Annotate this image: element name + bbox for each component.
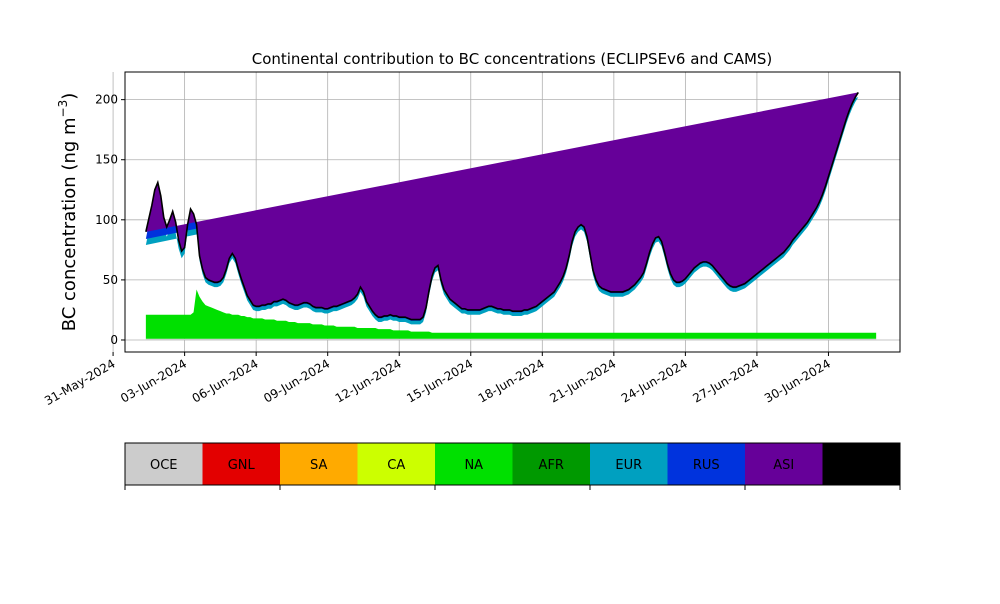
legend-label-afr: AFR	[539, 458, 564, 473]
y-tick-label: 150	[95, 153, 118, 167]
total-outline	[145, 92, 859, 321]
x-tick-label: 30-Jun-2024	[762, 356, 833, 405]
legend-label-sa: SA	[310, 458, 327, 473]
legend-swatch-eur	[590, 443, 668, 485]
area-asi	[145, 92, 859, 320]
y-tick-label: 50	[103, 273, 118, 287]
legend-swatch-ca	[357, 443, 435, 485]
y-tick-label: 200	[95, 93, 118, 107]
stacked-areas	[145, 92, 877, 340]
x-axis: 31-May-2024 03-Jun-2024 06-Jun-2024 09-Jun-…	[42, 352, 833, 408]
y-tick-label: 100	[95, 213, 118, 227]
legend-frame	[124, 442, 901, 486]
x-tick-label: 12-Jun-2024	[333, 356, 404, 405]
y-axis-label-close: )	[59, 93, 80, 100]
legend-swatch-gnl	[202, 443, 280, 485]
legend-swatch-oce	[125, 443, 203, 485]
area-oce	[145, 338, 877, 340]
legend-label-oce: OCE	[150, 458, 178, 473]
x-tick-label: 24-Jun-2024	[619, 356, 690, 405]
legend-swatch-sa	[280, 443, 358, 485]
legend-label-na: NA	[464, 458, 483, 473]
x-tick-label: 18-Jun-2024	[476, 356, 547, 405]
x-tick-label: 27-Jun-2024	[690, 356, 761, 405]
y-tick-label: 0	[110, 333, 118, 347]
area-na	[145, 289, 877, 339]
total-line	[145, 92, 859, 321]
plot-frame	[124, 71, 901, 353]
x-tick-label: 09-Jun-2024	[261, 356, 332, 405]
legend-label-asi: ASI	[773, 458, 794, 473]
legend-swatch-aus	[822, 443, 900, 485]
y-axis-label-main: BC concentration (ng m	[59, 117, 80, 331]
x-tick-label: 21-Jun-2024	[547, 356, 618, 405]
legend-swatch-rus	[667, 443, 745, 485]
legend-swatch-asi	[745, 443, 823, 485]
y-axis-label-exponent: −3	[56, 100, 70, 118]
legend-swatch-na	[435, 443, 513, 485]
legend-label-gnl: GNL	[228, 458, 256, 473]
x-tick-label: 06-Jun-2024	[190, 356, 261, 405]
legend-label-aus: AUS	[848, 458, 875, 473]
x-tick-label: 15-Jun-2024	[404, 356, 475, 405]
legend-swatch-afr	[512, 443, 590, 485]
legend: OCE GNL SA CA NA AFR EUR RUS ASI AUS	[124, 442, 901, 490]
legend-label-ca: CA	[387, 458, 405, 473]
x-tick-label: 03-Jun-2024	[118, 356, 189, 405]
legend-label-eur: EUR	[615, 458, 642, 473]
x-tick-label: 31-May-2024	[42, 356, 117, 408]
y-axis-label: BC concentration (ng m−3)	[56, 93, 80, 332]
y-axis: 0 50 100 150 200	[95, 93, 125, 347]
legend-label-rus: RUS	[693, 458, 720, 473]
chart-title: Continental contribution to BC concentra…	[252, 50, 773, 68]
